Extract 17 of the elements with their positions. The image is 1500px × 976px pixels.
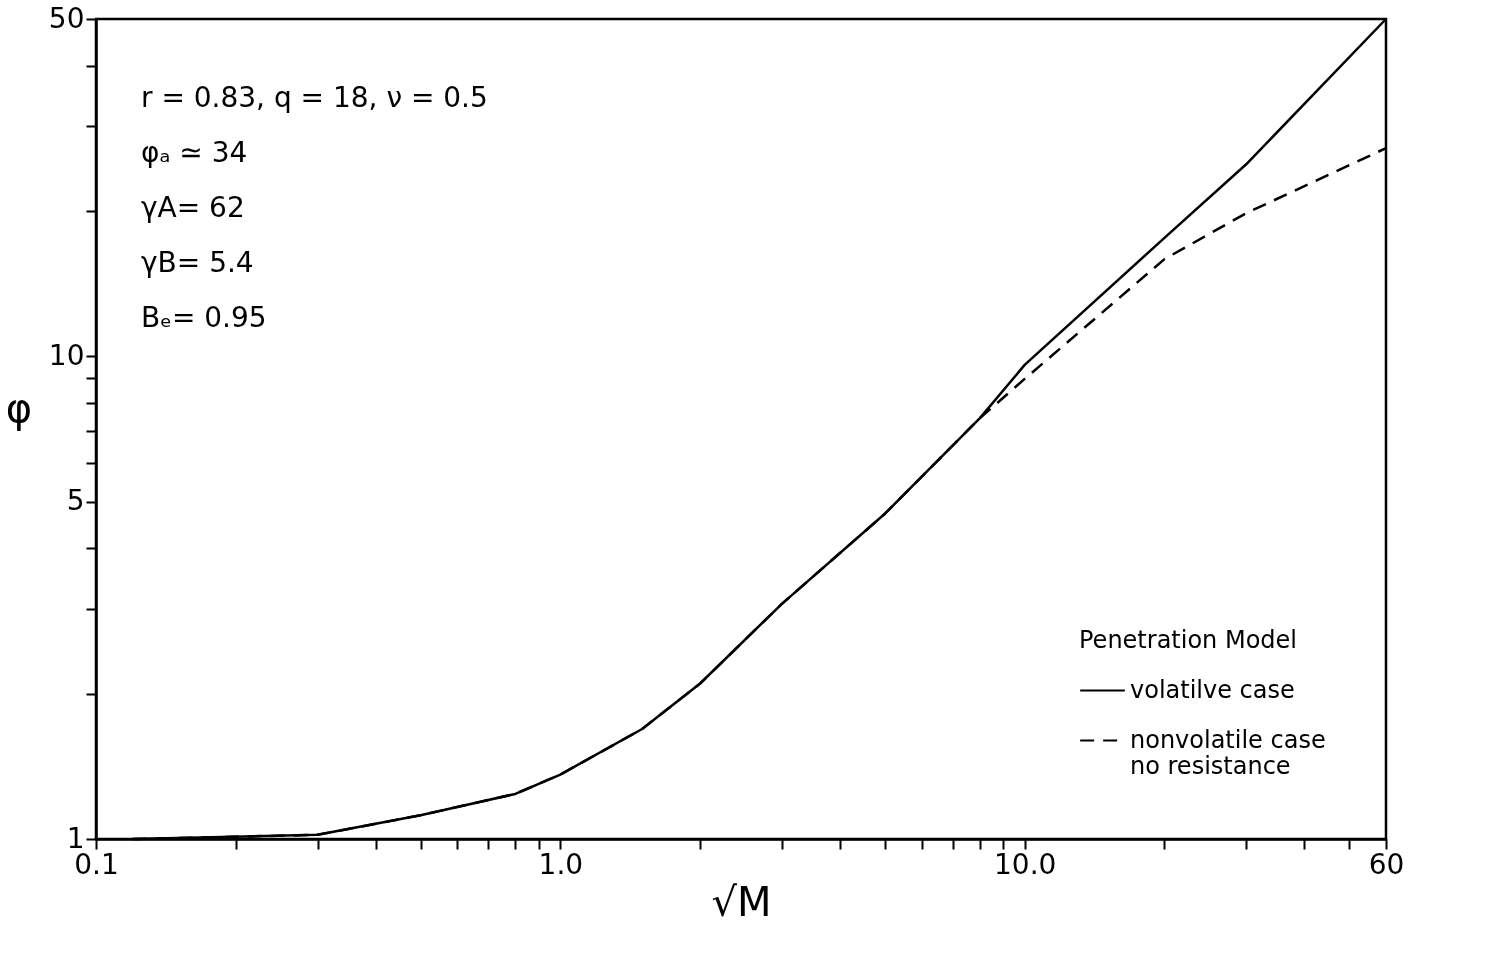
y-tick-label: 50: [48, 1, 85, 35]
x-tick-label: 60: [1368, 847, 1405, 881]
x-tick-label: 10.0: [994, 847, 1057, 881]
y-axis-title: φ: [5, 384, 33, 431]
annotation: γB= 5.4: [141, 246, 254, 279]
x-tick-label: 1.0: [538, 847, 584, 881]
legend-label: nonvolatile case no resistance: [1130, 725, 1326, 780]
annotation: φₐ ≃ 34: [141, 136, 248, 169]
annotation: Bₑ= 0.95: [141, 301, 267, 334]
y-tick-label: 10: [48, 338, 85, 372]
legend-label: volatilve case: [1130, 675, 1295, 704]
y-tick-label: 5: [66, 484, 85, 518]
annotation: r = 0.83, q = 18, ν = 0.5: [141, 81, 488, 114]
x-axis-title: √M: [711, 878, 772, 925]
legend-title: Penetration Model: [1079, 626, 1298, 654]
x-tick-label: 0.1: [74, 847, 119, 881]
annotation: γA= 62: [141, 191, 245, 224]
